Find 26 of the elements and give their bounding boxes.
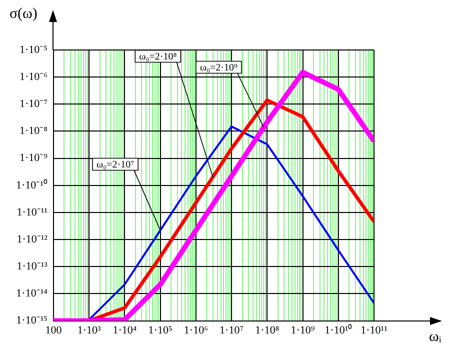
x-tick-label: 1·10⁵	[148, 324, 172, 336]
x-tick-label: 1·10⁸	[255, 324, 280, 336]
x-tick-label: 1·10⁶	[184, 324, 208, 336]
x-tick-label: 1·10⁴	[112, 324, 137, 336]
y-tick-label: 1·10⁻¹¹	[16, 206, 48, 218]
y-tick-label: 1·10⁻¹²	[16, 233, 48, 246]
y-tick-label: 1·10⁻¹³	[16, 260, 48, 273]
x-tick-label: 1·10¹¹	[360, 324, 388, 336]
y-tick-label: 1·10⁻⁸	[19, 125, 48, 138]
y-tick-label: 1·10⁻⁷	[19, 98, 48, 110]
y-tick-label: 1·10⁻⁵	[19, 44, 48, 56]
x-tick-label: 1·10³	[77, 324, 102, 336]
x-tick-label: 1·10⁹	[290, 324, 315, 336]
y-tick-label: 1·10⁻⁹	[19, 152, 48, 164]
y-tick-label: 1·10⁻¹⁰	[16, 178, 48, 192]
y-tick-label: 1·10⁻¹⁵	[16, 314, 48, 327]
y-axis-title: σ(ω)	[9, 5, 38, 24]
annotation: ω₀=2·10⁷	[96, 159, 135, 170]
annotation: ω₀=2·10⁹	[200, 62, 238, 74]
x-tick-label: 1·10¹⁰	[324, 323, 352, 336]
x-axis-title: ωᵢ	[429, 328, 442, 347]
x-tick-label: 100	[45, 324, 62, 336]
y-tick-label: 1·10⁻⁶	[19, 70, 48, 83]
annotation: ω₀=2·10⁸	[139, 51, 178, 62]
y-tick-label: 1·10⁻¹⁴	[16, 288, 48, 300]
x-tick-label: 1·10⁷	[220, 324, 244, 336]
